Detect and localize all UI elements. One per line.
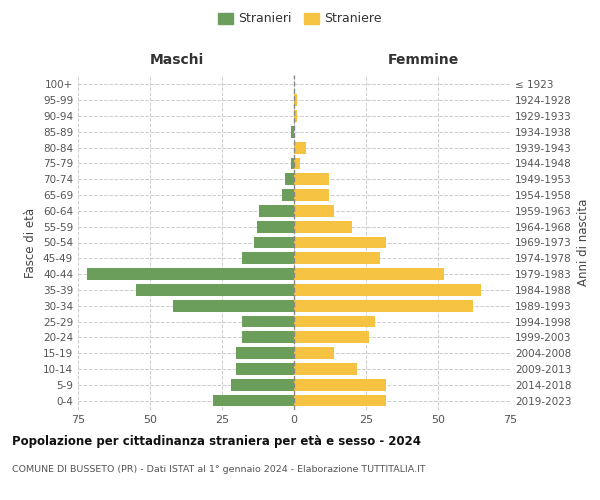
Bar [294,394,386,406]
Bar [136,284,294,296]
Bar [294,268,444,280]
Bar [294,316,374,328]
Bar [283,189,294,201]
Legend: Stranieri, Straniere: Stranieri, Straniere [215,8,386,29]
Bar [230,379,294,390]
Text: Femmine: Femmine [388,54,458,68]
Bar [291,126,294,138]
Bar [291,158,294,170]
Bar [294,363,358,375]
Text: Popolazione per cittadinanza straniera per età e sesso - 2024: Popolazione per cittadinanza straniera p… [12,435,421,448]
Bar [173,300,294,312]
Bar [294,347,334,359]
Y-axis label: Anni di nascita: Anni di nascita [577,199,590,286]
Bar [294,142,305,154]
Bar [294,174,329,185]
Bar [214,394,294,406]
Bar [294,110,297,122]
Bar [294,332,369,343]
Bar [242,332,294,343]
Bar [242,316,294,328]
Bar [86,268,294,280]
Y-axis label: Fasce di età: Fasce di età [25,208,37,278]
Bar [294,94,297,106]
Bar [294,205,334,217]
Bar [294,284,481,296]
Bar [259,205,294,217]
Bar [294,379,386,390]
Bar [294,158,300,170]
Bar [286,174,294,185]
Bar [257,221,294,232]
Bar [294,236,386,248]
Text: COMUNE DI BUSSETO (PR) - Dati ISTAT al 1° gennaio 2024 - Elaborazione TUTTITALIA: COMUNE DI BUSSETO (PR) - Dati ISTAT al 1… [12,465,425,474]
Bar [294,221,352,232]
Text: Maschi: Maschi [150,54,204,68]
Bar [294,252,380,264]
Bar [236,347,294,359]
Bar [294,300,473,312]
Bar [294,189,329,201]
Bar [242,252,294,264]
Bar [254,236,294,248]
Bar [236,363,294,375]
